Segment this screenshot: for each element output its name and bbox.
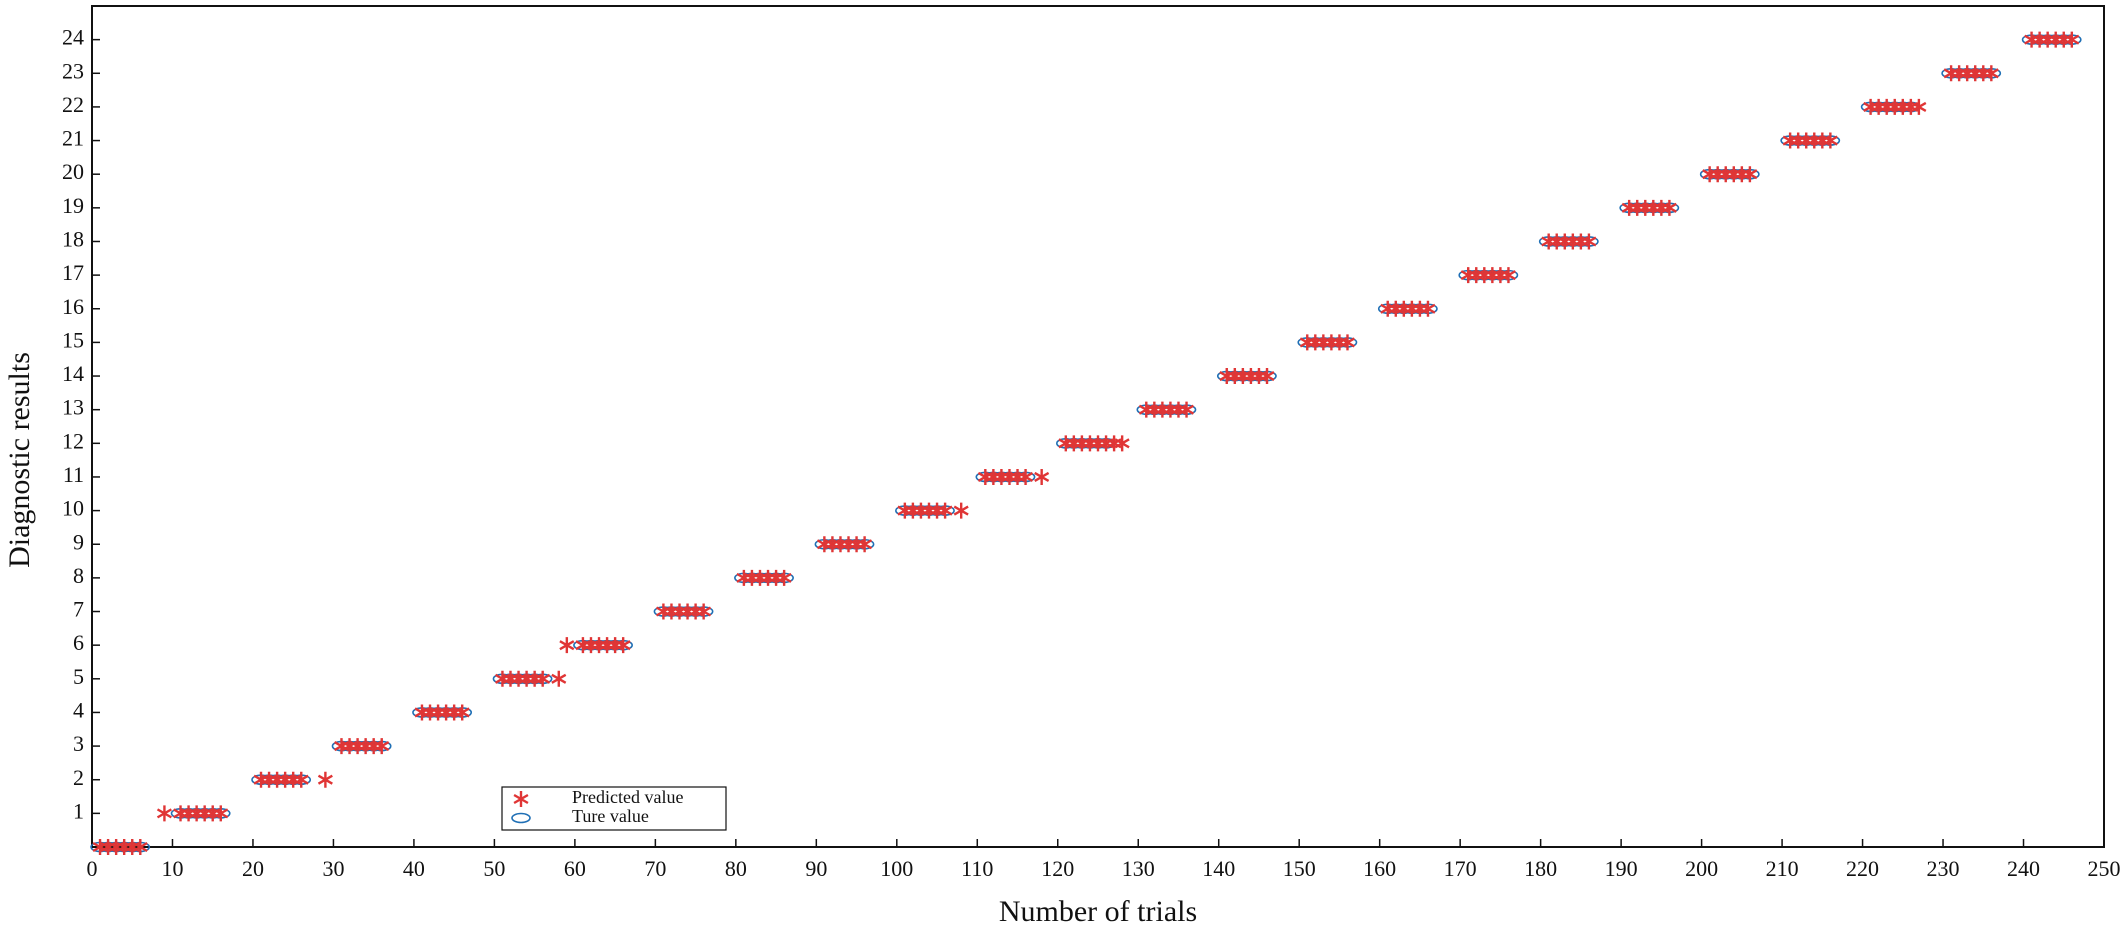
plot-frame <box>91 5 2105 848</box>
x-tick-label: 140 <box>1202 856 1235 881</box>
y-tick-label: 21 <box>62 126 84 151</box>
x-tick-label: 130 <box>1122 856 1155 881</box>
y-tick-label: 1 <box>73 798 84 823</box>
y-axis-title: Diagnostic results <box>3 352 36 568</box>
star-marker <box>293 771 309 788</box>
x-tick-label: 250 <box>2088 856 2121 881</box>
star-marker <box>776 569 792 586</box>
star-marker <box>1179 401 1195 418</box>
x-tick-label: 40 <box>403 856 425 881</box>
legend-label: Predicted value <box>572 787 683 807</box>
star-marker <box>213 805 229 822</box>
star-marker <box>1034 468 1050 485</box>
star-marker <box>1661 199 1677 216</box>
x-tick-label: 30 <box>322 856 344 881</box>
y-tick-label: 4 <box>73 697 84 722</box>
y-tick-label: 2 <box>73 765 84 790</box>
star-marker <box>374 738 390 755</box>
star-marker <box>551 670 567 687</box>
y-tick-label: 11 <box>63 462 84 487</box>
x-tick-label: 70 <box>644 856 666 881</box>
y-tick-label: 14 <box>62 361 84 386</box>
x-tick-label: 180 <box>1524 856 1557 881</box>
x-tick-label: 220 <box>1846 856 1879 881</box>
star-marker <box>1742 166 1758 183</box>
y-tick-label: 22 <box>62 92 84 117</box>
y-tick-label: 3 <box>73 731 84 756</box>
y-tick-label: 15 <box>62 327 84 352</box>
x-tick-label: 10 <box>161 856 183 881</box>
x-tick-label: 80 <box>725 856 747 881</box>
x-tick-label: 150 <box>1283 856 1316 881</box>
star-marker <box>1581 233 1597 250</box>
y-tick-label: 9 <box>73 529 84 554</box>
y-tick-label: 23 <box>62 58 84 83</box>
y-tick-label: 24 <box>62 25 84 50</box>
y-tick-label: 10 <box>62 496 84 521</box>
star-marker <box>559 637 575 654</box>
star-marker <box>1114 435 1130 452</box>
x-tick-label: 20 <box>242 856 264 881</box>
x-tick-label: 60 <box>564 856 586 881</box>
star-marker <box>132 839 148 855</box>
x-tick-label: 190 <box>1605 856 1638 881</box>
star-marker <box>535 670 551 687</box>
star-marker <box>1911 98 1927 115</box>
star-marker <box>454 704 470 721</box>
x-tick-label: 0 <box>87 856 98 881</box>
x-tick-label: 230 <box>1927 856 1960 881</box>
star-marker <box>1420 300 1436 317</box>
star-marker <box>1500 267 1516 284</box>
y-tick-label: 17 <box>62 260 84 285</box>
star-marker <box>156 805 172 822</box>
star-marker <box>953 502 969 519</box>
x-tick-label: 240 <box>2007 856 2040 881</box>
star-marker <box>1822 132 1838 149</box>
star-marker <box>857 536 873 553</box>
star-marker <box>696 603 712 620</box>
x-tick-label: 200 <box>1685 856 1718 881</box>
star-marker <box>317 771 333 788</box>
y-tick-label: 20 <box>62 159 84 184</box>
x-tick-label: 120 <box>1041 856 1074 881</box>
y-tick-label: 16 <box>62 294 84 319</box>
legend-box <box>501 786 727 831</box>
y-tick-label: 8 <box>73 563 84 588</box>
y-tick-label: 5 <box>73 664 84 689</box>
x-tick-label: 210 <box>1766 856 1799 881</box>
star-marker <box>937 502 953 519</box>
x-tick-label: 100 <box>880 856 913 881</box>
star-marker <box>615 637 631 654</box>
x-axis-title: Number of trials <box>999 895 1197 928</box>
star-marker <box>2064 31 2080 48</box>
y-tick-label: 18 <box>62 227 84 252</box>
star-marker <box>1018 468 1034 485</box>
y-tick-label: 7 <box>73 597 84 622</box>
star-marker <box>1259 368 1275 385</box>
y-tick-label: 6 <box>73 630 84 655</box>
y-tick-label: 12 <box>62 428 84 453</box>
circle-marker <box>511 812 531 824</box>
x-tick-label: 50 <box>483 856 505 881</box>
star-marker <box>1983 65 1999 82</box>
x-tick-label: 110 <box>961 856 993 881</box>
y-tick-label: 13 <box>62 395 84 420</box>
x-tick-label: 90 <box>805 856 827 881</box>
legend-label: Ture value <box>572 806 649 826</box>
y-tick-label: 19 <box>62 193 84 218</box>
x-tick-label: 170 <box>1444 856 1477 881</box>
star-marker <box>1339 334 1356 351</box>
x-tick-label: 160 <box>1363 856 1396 881</box>
star-marker <box>513 791 529 807</box>
